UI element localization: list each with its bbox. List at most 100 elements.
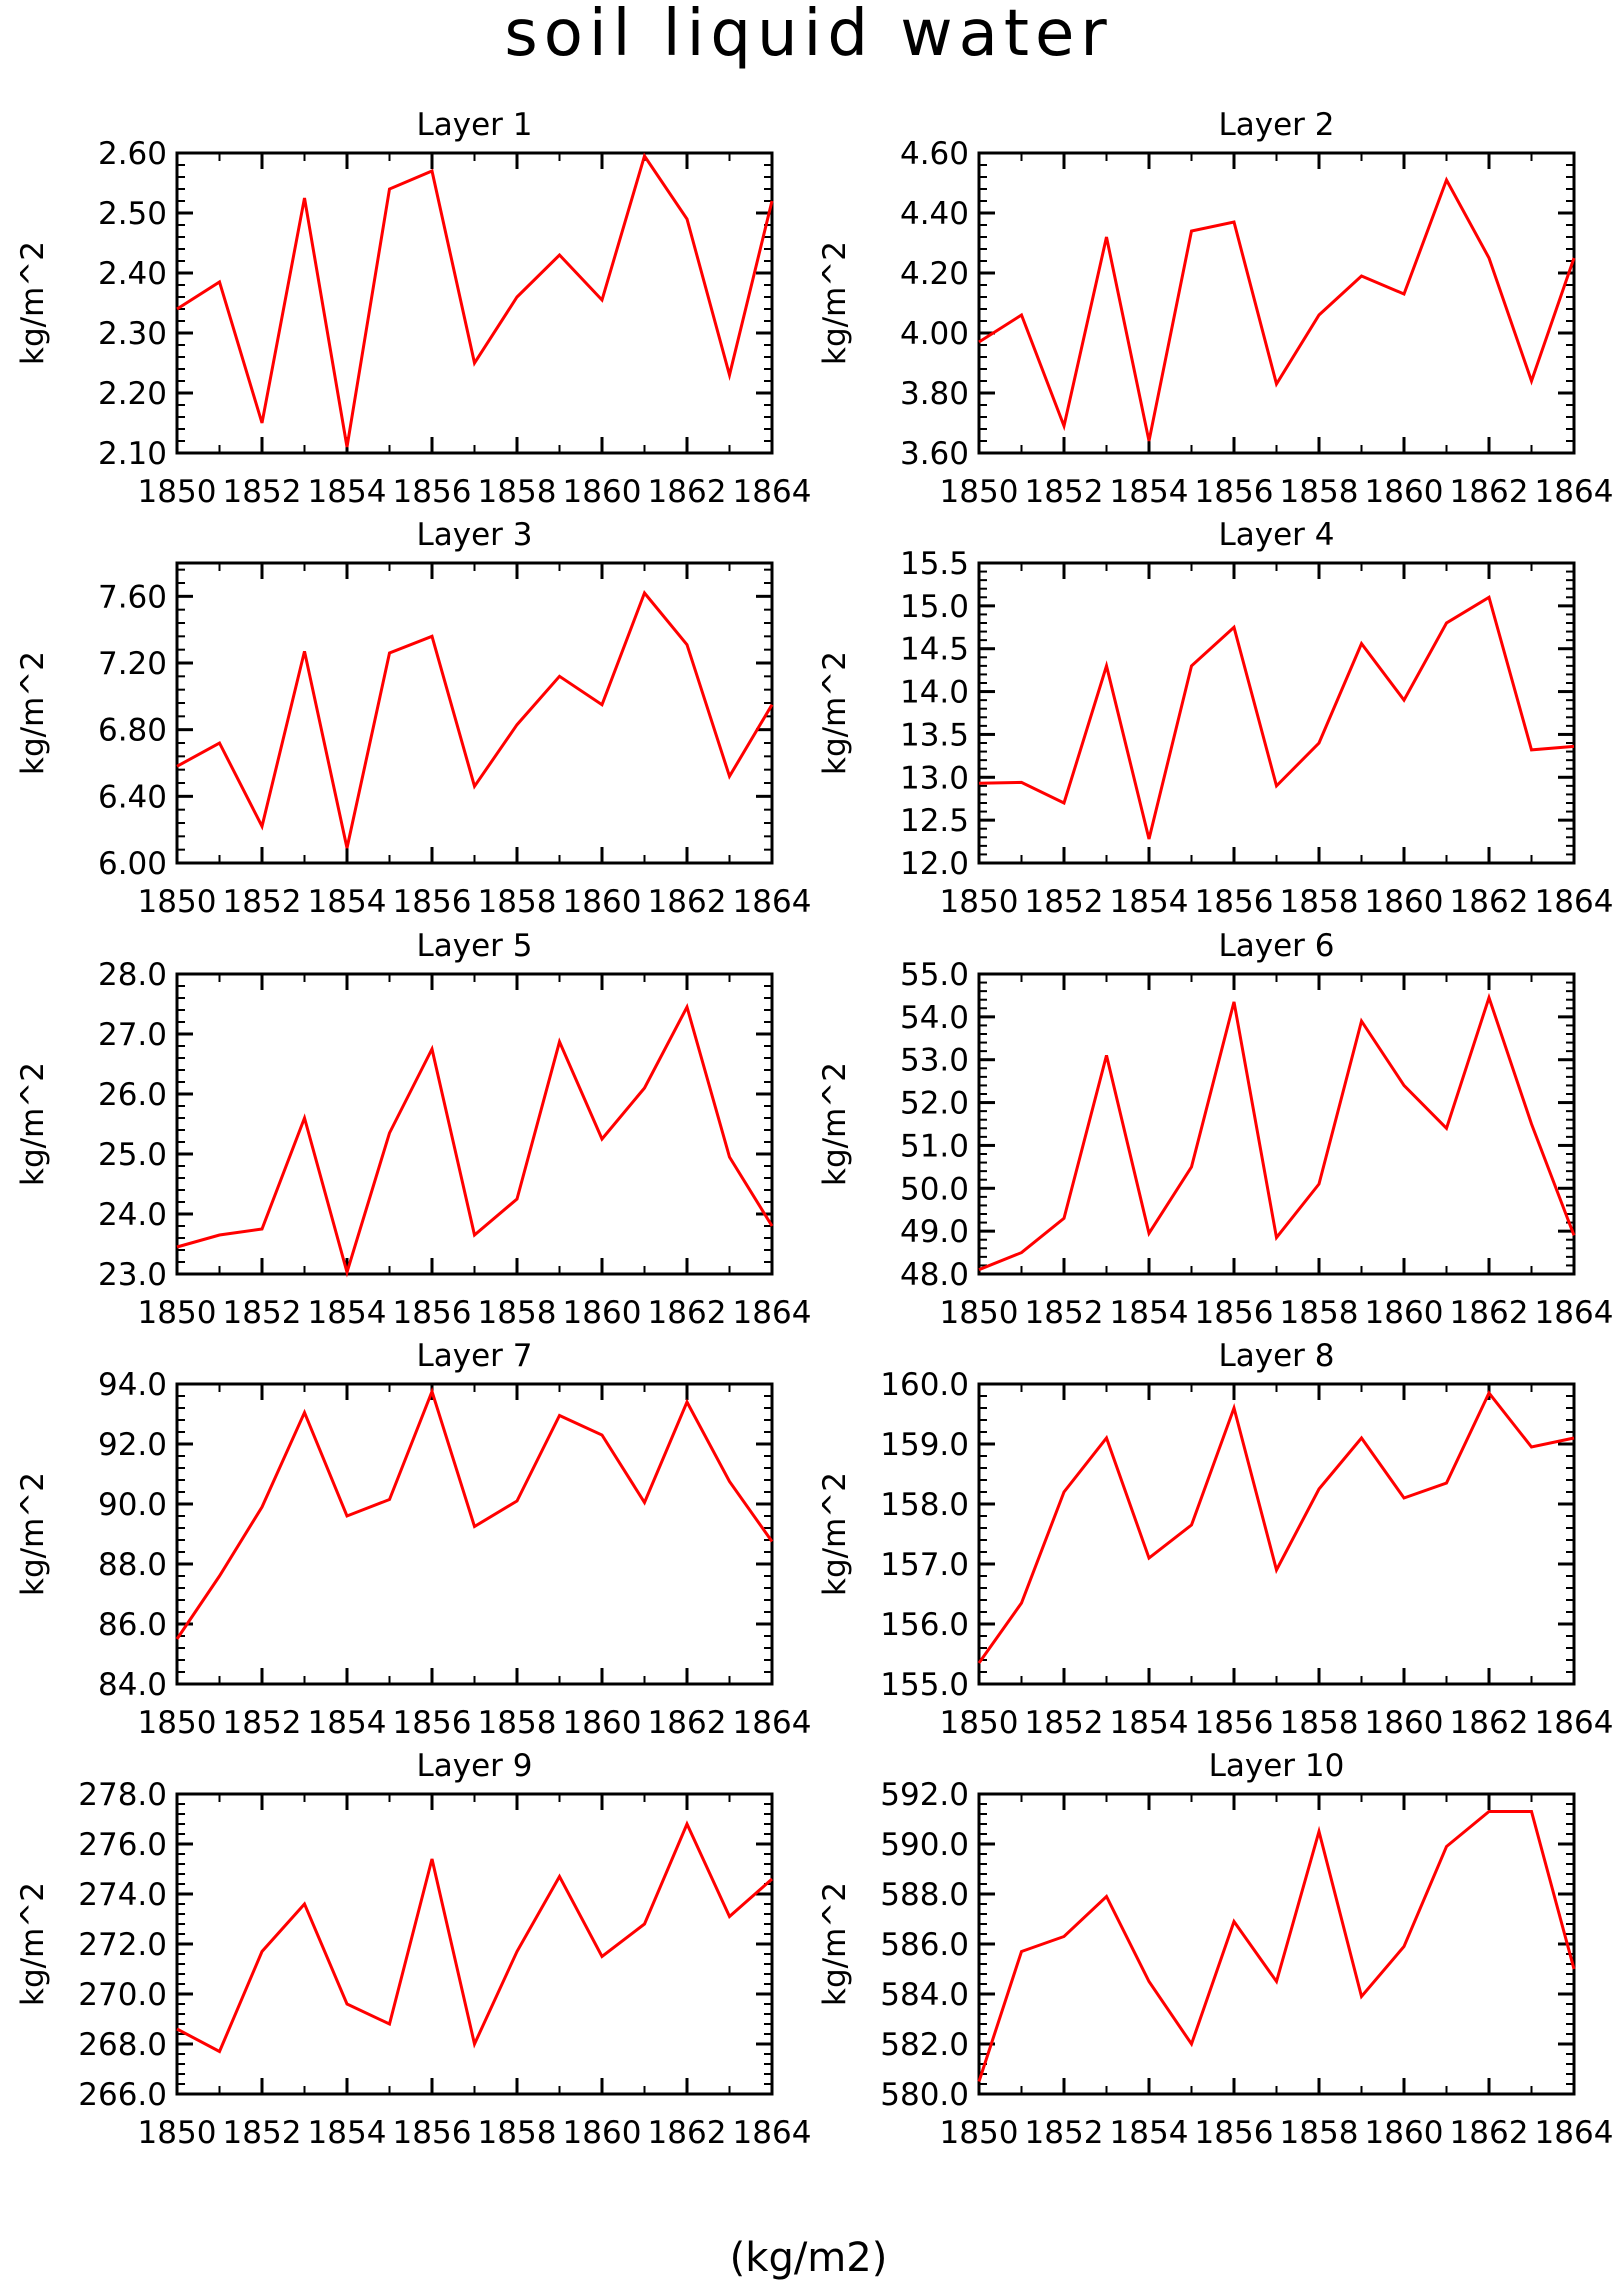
x-tick-label: 1860	[563, 1705, 642, 1741]
panel-layer-7: Layer 7 kg/m^2 84.0 86.0 88.0 90.0 92.0 94.0 185…	[15, 1338, 811, 1741]
y-tick-label: 4.40	[900, 196, 969, 232]
x-tick-label: 1850	[138, 884, 217, 920]
y-axis-label: kg/m^2	[15, 241, 51, 365]
x-tick-label: 1858	[1280, 1295, 1359, 1331]
x-tick-label: 1862	[1450, 2115, 1529, 2151]
x-tick-label: 1850	[138, 1705, 217, 1741]
y-tick-label: 86.0	[98, 1607, 167, 1643]
y-tick-label: 15.5	[900, 546, 969, 582]
y-tick-label: 55.0	[900, 957, 969, 993]
x-tick-label: 1860	[1365, 884, 1444, 920]
y-tick-label: 52.0	[900, 1086, 969, 1122]
y-tick-label: 54.0	[900, 1000, 969, 1036]
x-tick-label: 1858	[478, 474, 557, 510]
panel-title: Layer 2	[1218, 107, 1334, 143]
y-tick-label: 584.0	[880, 1977, 969, 2013]
panel-title: Layer 5	[416, 928, 532, 964]
y-axis-label: kg/m^2	[15, 1472, 51, 1596]
y-tick-label: 158.0	[880, 1487, 969, 1523]
panel-layer-10: Layer 10 kg/m^2 580.0 582.0 584.0 586.0 588.0 5…	[817, 1748, 1613, 2151]
y-axis-label: kg/m^2	[15, 1882, 51, 2006]
plot-frame	[977, 1792, 1576, 2096]
x-tick-label: 1858	[478, 884, 557, 920]
y-tick-label: 14.0	[900, 675, 969, 711]
x-tick-label: 1862	[1450, 1705, 1529, 1741]
x-tick-label: 1850	[138, 474, 217, 510]
x-tick-label: 1864	[733, 474, 812, 510]
panel-layer-9: Layer 9 kg/m^2 266.0 268.0 270.0 272.0 274.0 27…	[15, 1748, 811, 2151]
series-line	[978, 594, 1575, 840]
x-tick-label: 1862	[1450, 884, 1529, 920]
x-tick-label: 1858	[478, 1705, 557, 1741]
x-tick-label: 1856	[393, 884, 472, 920]
y-tick-label: 24.0	[98, 1197, 167, 1233]
y-tick-label: 84.0	[98, 1667, 167, 1703]
x-tick-label: 1858	[1280, 474, 1359, 510]
plot-frame	[977, 972, 1576, 1276]
y-tick-label: 592.0	[880, 1777, 969, 1813]
x-tick-label: 1862	[1450, 1295, 1529, 1331]
y-axis-label: kg/m^2	[15, 1062, 51, 1186]
x-tick-label: 1860	[1365, 2115, 1444, 2151]
y-tick-label: 6.80	[98, 713, 167, 749]
x-tick-label: 1854	[1110, 474, 1189, 510]
x-tick-label: 1862	[648, 474, 727, 510]
y-tick-label: 50.0	[900, 1171, 969, 1207]
x-tick-label: 1864	[1535, 1295, 1614, 1331]
x-tick-label: 1864	[733, 884, 812, 920]
x-tick-label: 1852	[1025, 474, 1104, 510]
y-tick-label: 588.0	[880, 1877, 969, 1913]
y-tick-label: 7.60	[98, 579, 167, 615]
plot-frame	[175, 561, 774, 865]
x-tick-label: 1852	[1025, 884, 1104, 920]
x-tick-label: 1864	[1535, 1705, 1614, 1741]
plot-frame	[977, 561, 1576, 865]
x-tick-label: 1852	[1025, 1705, 1104, 1741]
x-tick-label: 1850	[940, 1295, 1019, 1331]
x-tick-label: 1856	[1195, 884, 1274, 920]
series-line	[176, 590, 774, 849]
y-tick-label: 88.0	[98, 1547, 167, 1583]
series-line	[175, 1387, 774, 1640]
panel-title: Layer 3	[416, 517, 532, 553]
y-tick-label: 25.0	[98, 1137, 167, 1173]
y-tick-label: 2.10	[98, 436, 167, 472]
x-tick-label: 1864	[1535, 474, 1614, 510]
x-tick-label: 1860	[1365, 474, 1444, 510]
y-tick-label: 2.20	[98, 376, 167, 412]
y-tick-label: 160.0	[880, 1367, 969, 1403]
y-tick-label: 4.00	[900, 316, 969, 352]
x-tick-label: 1860	[563, 1295, 642, 1331]
y-tick-label: 12.5	[900, 803, 969, 839]
plot-frame	[175, 1382, 774, 1686]
y-tick-label: 2.30	[98, 316, 167, 352]
y-tick-label: 13.0	[900, 760, 969, 796]
y-axis-label: kg/m^2	[15, 651, 51, 775]
x-tick-label: 1854	[1110, 1295, 1189, 1331]
series-line	[978, 992, 1576, 1272]
y-axis-label: kg/m^2	[817, 1882, 853, 2006]
figure-bottom-label: (kg/m2)	[729, 2235, 888, 2281]
y-tick-label: 51.0	[900, 1128, 969, 1164]
plot-frame	[977, 1382, 1576, 1686]
y-tick-label: 7.20	[98, 646, 167, 682]
panel-layer-6: Layer 6 kg/m^2 48.0 49.0 50.0 51.0 52.0 53.0 54.…	[817, 928, 1613, 1331]
panel-layer-8: Layer 8 kg/m^2 155.0 156.0 157.0 158.0 159.0 16…	[817, 1338, 1613, 1741]
y-tick-label: 2.60	[98, 136, 167, 172]
y-tick-label: 278.0	[78, 1777, 167, 1813]
x-tick-label: 1862	[648, 1295, 727, 1331]
x-tick-label: 1860	[563, 474, 642, 510]
y-tick-label: 48.0	[900, 1257, 969, 1293]
y-tick-label: 2.50	[98, 196, 167, 232]
y-tick-label: 90.0	[98, 1487, 167, 1523]
panel-layer-5: Layer 5 kg/m^2 23.0 24.0 25.0 26.0 27.0 28.0 185…	[15, 928, 811, 1331]
x-tick-label: 1858	[1280, 1705, 1359, 1741]
y-tick-label: 157.0	[880, 1547, 969, 1583]
y-tick-label: 159.0	[880, 1427, 969, 1463]
x-tick-label: 1852	[223, 884, 302, 920]
x-tick-label: 1854	[308, 474, 387, 510]
x-tick-label: 1852	[1025, 2115, 1104, 2151]
x-tick-label: 1856	[1195, 1295, 1274, 1331]
